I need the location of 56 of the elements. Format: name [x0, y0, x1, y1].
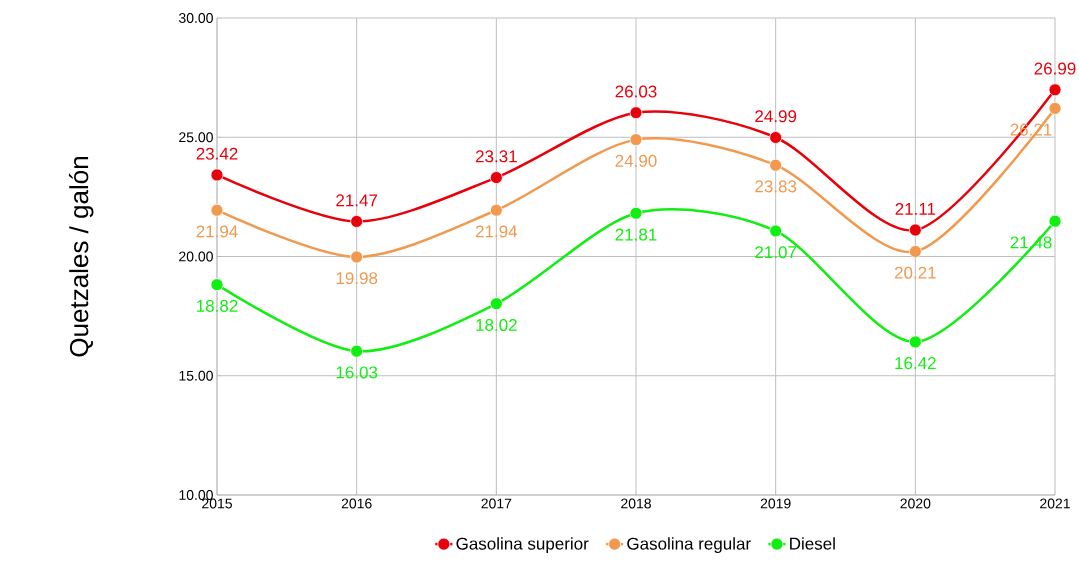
point — [908, 335, 922, 349]
point — [1048, 83, 1062, 97]
point — [629, 133, 643, 147]
y-tick-label: 30.00 — [178, 13, 213, 23]
data-label: 16.42 — [895, 357, 936, 370]
point — [210, 203, 224, 217]
point — [629, 206, 643, 220]
point — [908, 245, 922, 258]
point — [350, 250, 364, 264]
point — [769, 131, 783, 144]
x-tick-label: 2020 — [900, 498, 931, 509]
point — [769, 224, 783, 238]
data-label: 24.99 — [755, 110, 797, 123]
data-label: 19.98 — [336, 272, 378, 285]
data-label: 26.03 — [615, 85, 657, 98]
data-label: 21.11 — [895, 202, 936, 215]
data-label: 23.83 — [755, 180, 797, 193]
data-label: 21.07 — [755, 246, 797, 259]
point — [769, 158, 783, 172]
legend-label: Gasolina regular — [627, 537, 751, 554]
point — [489, 297, 503, 311]
x-tick-label: 2017 — [481, 498, 512, 509]
point — [1048, 101, 1062, 115]
data-label: 21.47 — [336, 194, 378, 207]
data-label: 23.42 — [196, 147, 238, 160]
x-tick-label: 2019 — [760, 498, 791, 509]
data-label: 18.82 — [197, 299, 238, 312]
point — [489, 203, 503, 217]
point — [629, 106, 643, 120]
point — [210, 278, 224, 292]
data-label: 26.99 — [1034, 62, 1076, 75]
point — [1048, 214, 1062, 228]
data-label: 16.03 — [336, 366, 378, 379]
data-label: 21.94 — [475, 225, 518, 238]
point — [908, 223, 922, 237]
x-tick-label: 2015 — [202, 498, 232, 509]
point — [350, 344, 364, 358]
point — [210, 168, 224, 182]
data-label: 21.81 — [615, 228, 657, 241]
data-label: 21.94 — [196, 225, 238, 238]
point — [350, 215, 364, 228]
y-tick-label: 15.00 — [179, 370, 213, 381]
y-tick-label: 25.00 — [179, 132, 213, 143]
x-tick-label: 2018 — [621, 498, 651, 509]
legend-label: Diesel — [790, 537, 835, 550]
data-label: 20.21 — [894, 266, 936, 279]
x-tick-label: 2021 — [1040, 498, 1070, 509]
data-label: 18.02 — [476, 318, 517, 331]
y-axis-title: Quetzales / galón — [68, 157, 94, 357]
data-label: 24.90 — [615, 154, 657, 167]
y-tick-label: 20.00 — [179, 251, 213, 262]
legend-label: Gasolina superior — [456, 537, 589, 554]
point — [489, 171, 503, 184]
data-label: 23.31 — [475, 150, 517, 163]
y-tick-label: 10.00 — [179, 490, 213, 500]
x-tick-label: 2016 — [341, 498, 372, 509]
